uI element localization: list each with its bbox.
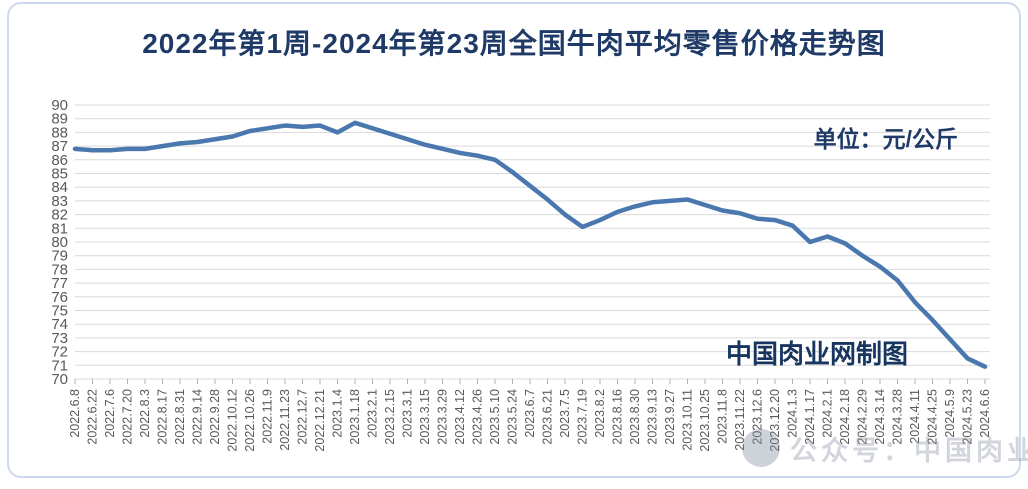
x-axis-label: 2023.4.12 — [453, 389, 467, 445]
x-axis-label: 2024.2.1 — [821, 389, 835, 438]
x-axis-label: 2024.4.25 — [926, 389, 940, 445]
x-axis-label: 2023.12.20 — [768, 389, 782, 452]
x-axis-label: 2023.4.26 — [471, 389, 485, 445]
x-axis-label: 2022.6.8 — [68, 389, 82, 438]
x-axis-label: 2023.11.22 — [733, 389, 747, 451]
y-axis-label: 76 — [51, 289, 68, 306]
x-axis-label: 2022.9.14 — [191, 389, 205, 445]
y-axis-label: 87 — [51, 138, 68, 155]
x-axis-label: 2022.8.17 — [156, 389, 170, 445]
x-axis-label: 2024.3.14 — [873, 389, 887, 445]
x-axis-label: 2023.3.15 — [418, 389, 432, 445]
y-axis-label: 73 — [51, 330, 68, 347]
x-axis-label: 2023.3.1 — [401, 389, 415, 438]
x-axis-label: 2023.3.29 — [436, 389, 450, 445]
x-axis-label: 2022.10.26 — [243, 389, 257, 452]
y-axis-label: 84 — [51, 179, 68, 196]
y-axis-label: 82 — [51, 207, 68, 224]
x-axis-label: 2022.8.3 — [138, 389, 152, 438]
y-axis-label: 74 — [51, 316, 68, 333]
y-axis-label: 83 — [51, 193, 68, 210]
x-axis-label: 2024.5.23 — [961, 389, 975, 445]
y-axis-label: 72 — [51, 344, 68, 361]
x-axis-label: 2023.8.30 — [628, 389, 642, 445]
x-axis-label: 2022.9.28 — [208, 389, 222, 445]
y-axis-label: 89 — [51, 111, 68, 128]
x-axis-label: 2022.12.7 — [296, 389, 310, 445]
x-axis-label: 2023.6.7 — [523, 389, 537, 438]
x-axis-label: 2023.2.15 — [383, 389, 397, 445]
y-axis-label: 80 — [51, 234, 68, 251]
x-axis-label: 2023.1.4 — [331, 389, 345, 438]
x-axis-label: 2024.4.11 — [908, 389, 922, 444]
x-axis-label: 2024.3.28 — [891, 389, 905, 445]
x-axis-label: 2023.8.16 — [611, 389, 625, 445]
x-axis-label: 2023.8.2 — [593, 389, 607, 438]
y-axis-label: 86 — [51, 152, 68, 169]
x-axis-label: 2024.5.9 — [943, 389, 957, 438]
y-axis-label: 88 — [51, 124, 68, 141]
x-axis-label: 2023.6.21 — [541, 389, 555, 445]
x-axis-label: 2023.7.19 — [576, 389, 590, 445]
y-axis-label: 75 — [51, 303, 68, 320]
x-axis-label: 2023.2.1 — [366, 389, 380, 438]
x-axis-label: 2023.9.27 — [663, 389, 677, 445]
x-axis-label: 2024.1.3 — [786, 389, 800, 438]
y-axis-label: 79 — [51, 248, 68, 265]
y-axis-label: 78 — [51, 261, 68, 278]
x-axis-label: 2023.5.10 — [488, 389, 502, 445]
x-axis-label: 2022.7.6 — [103, 389, 117, 438]
x-axis-label: 2022.10.12 — [226, 389, 240, 452]
y-axis-label: 90 — [51, 97, 68, 114]
x-axis-label: 2022.11.9 — [261, 389, 275, 444]
x-axis-label: 2023.7.5 — [558, 389, 572, 438]
x-axis-label: 2023.5.24 — [506, 389, 520, 445]
y-axis-label: 70 — [51, 371, 68, 388]
x-axis-label: 2022.12.21 — [313, 389, 327, 452]
unit-label: 单位：元/公斤 — [813, 126, 958, 152]
x-axis-label: 2024.1.17 — [803, 389, 817, 445]
y-axis-label: 81 — [51, 220, 68, 237]
x-axis-label: 2023.10.11 — [681, 389, 695, 451]
chart-card — [7, 2, 1021, 478]
credit-label: 中国肉业网制图 — [726, 339, 909, 369]
x-axis-label: 2022.7.20 — [121, 389, 135, 445]
x-axis-label: 2022.6.22 — [86, 389, 100, 445]
x-axis-label: 2024.2.29 — [856, 389, 870, 445]
chart-title: 2022年第1周-2024年第23周全国牛肉平均零售价格走势图 — [142, 28, 886, 59]
x-axis-label: 2023.11.8 — [716, 389, 730, 444]
x-axis-label: 2023.12.6 — [751, 389, 765, 445]
x-axis-label: 2022.11.23 — [278, 389, 292, 451]
price-line — [72, 120, 988, 369]
x-axis-label: 2024.2.18 — [838, 389, 852, 445]
x-axis-label: 2023.9.13 — [646, 389, 660, 445]
x-axis-label: 2024.6.6 — [978, 389, 992, 438]
x-axis-label: 2023.1.18 — [348, 389, 362, 445]
x-axis-label: 2022.8.31 — [173, 389, 187, 445]
y-axis-label: 77 — [51, 275, 68, 292]
x-axis-label: 2023.10.25 — [698, 389, 712, 452]
y-axis-label: 85 — [51, 166, 68, 183]
y-axis-label: 71 — [51, 357, 68, 374]
